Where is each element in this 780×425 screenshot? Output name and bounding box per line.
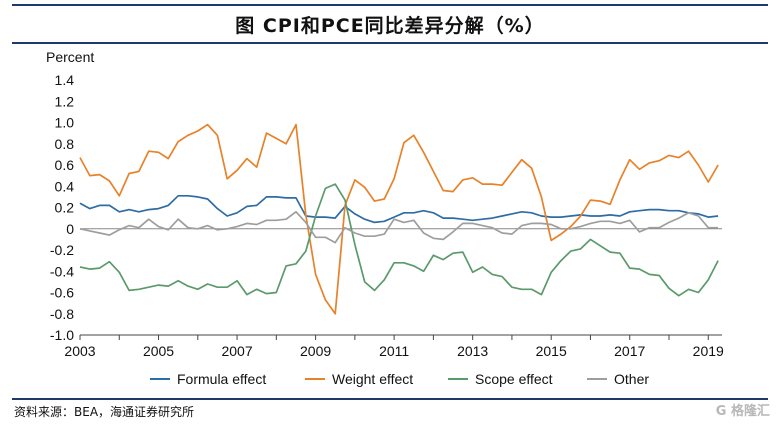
y-tick-label: 0 — [66, 221, 74, 237]
x-tick-label: 2017 — [614, 343, 645, 359]
y-tick-label: -0.8 — [50, 306, 74, 322]
y-tick-label: -0.2 — [50, 242, 74, 258]
line-chart: Percent -1.0 -0.8 -0.6 -0.4 -0.2 0 0.2 0.4 0.6 0.8… — [46, 49, 724, 387]
y-tick-label: -1.0 — [50, 327, 74, 343]
series-line-formula-effect — [79, 194, 719, 224]
y-tick-label: 0.4 — [55, 178, 75, 194]
watermark: G 格隆汇 — [715, 404, 770, 419]
legend-label: Scope effect — [475, 371, 553, 387]
source-note: 资料来源：BEA，海通证券研究所 — [14, 405, 195, 419]
y-tick-label: 0.8 — [55, 136, 75, 152]
x-tick-label: 2009 — [300, 343, 331, 359]
chart-area: Percent -1.0 -0.8 -0.6 -0.4 -0.2 0 0.2 0.4 0.6 0.8… — [0, 42, 780, 402]
y-tick-label: 1.0 — [55, 115, 75, 131]
x-tick-label: 2011 — [379, 343, 409, 359]
legend-label: Weight effect — [332, 371, 413, 387]
legend-label: Other — [614, 371, 649, 387]
x-tick-label: 2015 — [536, 343, 567, 359]
y-tick-label: 1.4 — [55, 72, 75, 88]
x-tick-label: 2007 — [221, 343, 252, 359]
y-tick-label: 0.2 — [55, 200, 75, 216]
y-axis-title: Percent — [46, 49, 94, 65]
y-tick-label: -0.6 — [50, 285, 74, 301]
legend-label: Formula effect — [177, 371, 266, 387]
x-tick-label: 2019 — [693, 343, 724, 359]
series-line-other — [79, 210, 719, 244]
bottom-rule — [12, 398, 768, 400]
y-tick-label: -0.4 — [50, 263, 74, 279]
x-tick-label: 2003 — [64, 343, 95, 359]
series-line-weight-effect — [79, 123, 719, 315]
y-tick-label: 1.2 — [55, 93, 75, 109]
chart-title: 图 CPI和PCE同比差异分解（%） — [12, 4, 768, 44]
series-line-scope-effect — [79, 183, 719, 297]
y-tick-label: 0.6 — [55, 157, 75, 173]
x-tick-label: 2005 — [143, 343, 174, 359]
x-tick-label: 2013 — [457, 343, 488, 359]
